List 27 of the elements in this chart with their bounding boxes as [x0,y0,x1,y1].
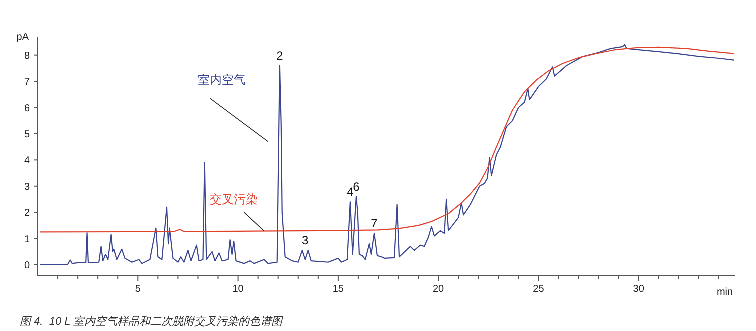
annotation: 3 [302,234,310,248]
annotation: 6 [353,180,360,194]
text: 交叉污染 [210,192,258,206]
y-tick-label: 8 [24,50,30,62]
caption: 图 4. 10 L 室内空气样品和二次脱附交叉污染的色谱图 [20,315,285,328]
line-series [39,46,735,233]
annotation: 7 [371,216,378,231]
y-tick-label: 3 [24,182,30,193]
y-tick-label: 2 [24,208,30,220]
y-tick-label: 4 [24,156,30,167]
y-tick-label: 0 [24,260,30,272]
y-tick-label: 1 [24,234,30,246]
x-axis-title: min [716,287,734,298]
x-tick-label: 20 [433,284,445,295]
y-tick-label: 5 [24,129,30,140]
x-tick-label: 30 [633,284,645,295]
x-tick-label: 15 [332,284,344,295]
x-tick-label: 5 [135,284,142,295]
x-tick-label: 10 [232,284,244,295]
text: 室内空气 [198,73,246,88]
annotation: 4 [347,185,354,200]
line-series [39,44,735,266]
x-tick-label: 25 [533,284,545,295]
annotation: 2 [276,48,284,63]
y-tick-label: 6 [24,103,30,114]
y-tick-label: 7 [24,77,30,88]
y-axis-title: pA [16,32,30,43]
